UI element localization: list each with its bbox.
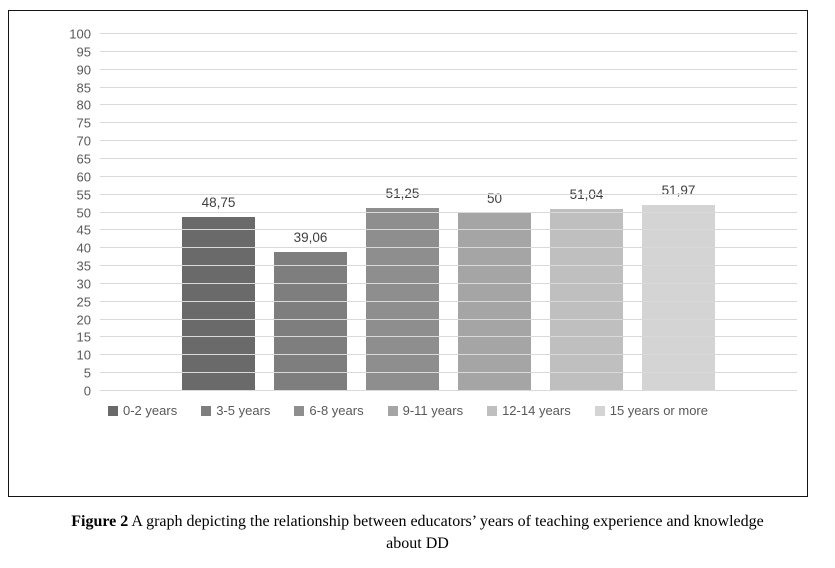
legend-swatch-icon <box>487 405 498 416</box>
gridline <box>100 282 797 284</box>
legend-label: 9-11 years <box>402 403 464 418</box>
legend-swatch-icon <box>294 405 305 416</box>
gridline <box>100 229 797 231</box>
figure-caption-label: Figure 2 <box>71 513 129 530</box>
legend-label: 12-14 years <box>502 403 571 418</box>
y-tick-label: 85 <box>76 80 91 96</box>
y-tick-label: 50 <box>76 205 91 220</box>
legend-item-6-8-years: 6-8 years <box>294 403 364 418</box>
legend-label: 3-5 years <box>216 403 271 418</box>
bar-9-11-years: 50 <box>458 191 531 391</box>
gridline <box>100 68 797 70</box>
y-tick-label: 15 <box>76 329 91 345</box>
gridline <box>100 372 797 374</box>
gridline <box>100 318 797 320</box>
y-tick-label: 10 <box>76 347 91 363</box>
legend-swatch-icon <box>108 405 118 416</box>
legend-item-12-14-years: 12-14 years <box>487 403 571 418</box>
y-tick-label: 65 <box>76 151 91 167</box>
y-tick-label: 40 <box>76 240 91 256</box>
y-tick-label: 70 <box>76 133 91 149</box>
gridline <box>100 175 797 177</box>
y-tick-label: 5 <box>83 365 91 381</box>
gridline <box>100 33 797 34</box>
y-tick-label: 100 <box>69 26 91 42</box>
bar-0-2-years: 48,75 <box>182 195 255 391</box>
bar-3-5-years: 39,06 <box>274 230 347 391</box>
figure-caption-line2: about DD <box>386 535 449 552</box>
y-tick-label: 75 <box>76 115 91 131</box>
y-tick-label: 45 <box>76 222 91 238</box>
legend: 0-2 years 3-5 years 6-8 years 9-11 years 12-… <box>9 403 807 418</box>
y-tick-label: 35 <box>76 258 91 274</box>
legend-label: 0-2 years <box>123 403 178 418</box>
bar-value-label: 51,25 <box>385 186 420 202</box>
y-tick-label: 0 <box>83 383 91 399</box>
legend-label: 6-8 years <box>309 403 364 418</box>
y-tick-label: 95 <box>76 44 91 60</box>
y-tick-label: 20 <box>76 312 91 328</box>
legend-swatch-icon <box>594 405 605 416</box>
figure-caption-text: A graph depicting the relationship betwe… <box>131 513 764 530</box>
legend-item-9-11-years: 9-11 years <box>387 403 464 418</box>
x-axis-line <box>100 390 797 391</box>
y-tick-label: 55 <box>76 187 91 203</box>
bar-6-8-years: 51,25 <box>366 186 439 391</box>
gridline <box>100 336 797 338</box>
gridline <box>100 86 797 88</box>
figure-caption: Figure 2 A graph depicting the relations… <box>0 511 835 555</box>
figure-chart-frame: 48,75 39,06 51,25 50 51,04 51,97 0 5 10 15 20 25 30… <box>8 10 808 497</box>
legend-swatch-icon <box>201 405 212 416</box>
gridline <box>100 140 797 142</box>
gridline <box>100 247 797 249</box>
y-tick-label: 25 <box>76 294 91 310</box>
bars: 48,75 39,06 51,25 50 51,04 51,97 <box>100 34 797 391</box>
legend-label: 15 years or more <box>609 403 708 418</box>
y-tick-label: 80 <box>76 97 91 113</box>
legend-swatch-icon <box>387 405 398 416</box>
bar-value-label: 48,75 <box>201 194 236 210</box>
bar-value-label: 39,06 <box>293 229 328 245</box>
gridline <box>100 50 797 52</box>
legend-item-3-5-years: 3-5 years <box>201 403 270 418</box>
gridline <box>100 211 797 213</box>
legend-item-0-2-years: 0-2 years <box>108 403 177 418</box>
y-tick-label: 90 <box>76 62 91 78</box>
plot-area: 48,75 39,06 51,25 50 51,04 51,97 0 5 10 15 20 25 30… <box>69 28 797 398</box>
gridline <box>100 104 797 106</box>
y-tick-label: 60 <box>76 169 91 185</box>
gridline <box>100 122 797 124</box>
legend-item-15-years-or-more: 15 years or more <box>594 403 708 418</box>
bar-value-label: 51,97 <box>661 183 696 199</box>
gridline <box>100 265 797 267</box>
figure-caption-line1: Figure 2 A graph depicting the relations… <box>0 511 835 533</box>
y-tick-label: 30 <box>76 276 91 292</box>
gridline <box>100 193 797 195</box>
gridline <box>100 354 797 356</box>
gridline <box>100 157 797 159</box>
bar-15-years-or-more: 51,97 <box>642 183 715 391</box>
gridline <box>100 300 797 302</box>
